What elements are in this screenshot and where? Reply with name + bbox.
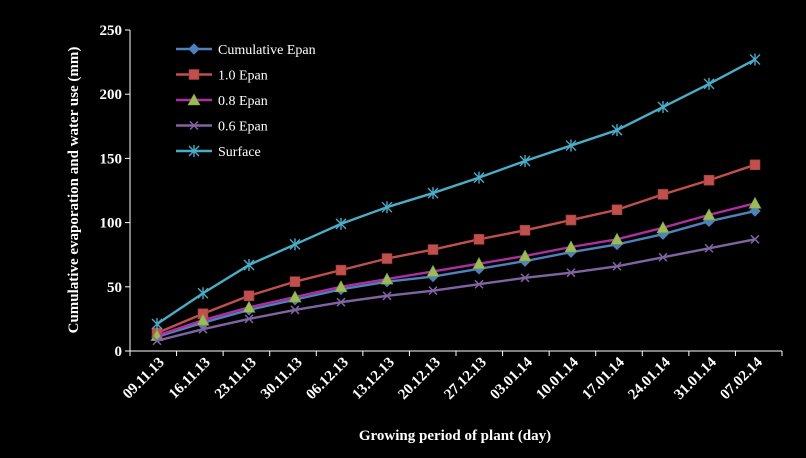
- data-point-0-6-epan: [152, 336, 162, 346]
- data-point-surface: [749, 53, 761, 66]
- data-point-0-8-epan: [472, 257, 486, 269]
- data-point-0-8-epan: [242, 300, 256, 313]
- data-point-surface: [611, 124, 623, 137]
- data-point-0-8-epan: [564, 240, 578, 253]
- data-point-1-0-epan: [749, 159, 761, 171]
- data-point-1-0-epan: [703, 174, 715, 186]
- data-point-surface: [289, 238, 301, 251]
- data-point-0-6-epan: [612, 261, 622, 271]
- y-tick-label: 250: [100, 23, 123, 39]
- data-point-0-8-epan: [748, 196, 762, 209]
- data-point-0-8-epan: [196, 313, 210, 326]
- data-point-0-6-epan: [198, 324, 208, 334]
- data-point-surface: [657, 101, 669, 114]
- data-point-0-8-epan: [380, 272, 394, 285]
- data-point-1-0-epan: [519, 225, 531, 236]
- series-line-1-0-epan: [156, 163, 756, 335]
- y-tick-label: 0: [115, 344, 123, 360]
- data-point-0-6-epan: [566, 268, 576, 278]
- data-point-0-6-epan: [428, 286, 438, 296]
- data-point-0-8-epan: [426, 264, 440, 277]
- legend-item-1-0-epan: 1.0 Epan: [176, 69, 268, 84]
- data-point-1-0-epan: [289, 276, 301, 287]
- x-axis-title: Growing period of plant (day): [359, 428, 551, 444]
- legend: Cumulative Epan 1.0 Epan 0.8 Epan 0.6 Epan S…: [176, 43, 316, 160]
- legend-marker: [188, 69, 200, 80]
- data-point-surface: [243, 258, 255, 271]
- y-tick-label: 200: [100, 87, 123, 103]
- data-point-surface: [519, 154, 531, 167]
- legend-item-0-6-epan: 0.6 Epan: [176, 120, 268, 135]
- data-point-0-8-epan: [656, 221, 670, 234]
- y-tick-label: 50: [107, 280, 122, 296]
- data-point-1-0-epan: [565, 214, 577, 226]
- series-line-cumulative-epan: [156, 209, 756, 339]
- data-point-0-8-epan: [334, 280, 348, 293]
- series-line-surface: [156, 58, 756, 326]
- data-point-surface: [381, 201, 393, 214]
- series-line-0-6-epan: [156, 238, 756, 342]
- data-point-1-0-epan: [243, 290, 255, 302]
- y-axis-title: Cumulative evaporation and water use (mm…: [66, 47, 82, 334]
- data-point-surface: [197, 287, 209, 300]
- legend-item-0-8-epan: 0.8 Epan: [176, 93, 268, 109]
- y-tick-label: 100: [100, 216, 123, 232]
- data-point-0-8-epan: [610, 232, 624, 245]
- data-point-1-0-epan: [381, 253, 393, 264]
- data-point-0-6-epan: [658, 252, 668, 262]
- data-point-0-6-epan: [474, 279, 484, 289]
- data-point-0-6-epan: [244, 314, 254, 324]
- y-tick-label: 150: [100, 151, 123, 167]
- data-point-surface: [473, 171, 485, 184]
- series-group: [150, 53, 762, 346]
- legend-marker: [187, 93, 201, 106]
- data-point-0-6-epan: [382, 291, 392, 301]
- legend-item-cumulative-epan: Cumulative Epan: [176, 43, 316, 58]
- legend-item-surface: Surface: [176, 145, 261, 160]
- data-point-0-6-epan: [750, 234, 760, 244]
- data-point-0-6-epan: [336, 297, 346, 307]
- data-point-0-8-epan: [288, 290, 302, 303]
- data-point-1-0-epan: [335, 264, 347, 276]
- data-point-1-0-epan: [611, 204, 623, 216]
- data-point-0-6-epan: [290, 305, 300, 315]
- legend-label: 1.0 Epan: [218, 69, 268, 84]
- data-point-surface: [151, 318, 163, 331]
- legend-marker: [188, 145, 200, 157]
- data-point-surface: [565, 139, 577, 152]
- data-point-1-0-epan: [473, 233, 485, 245]
- data-point-0-6-epan: [704, 243, 714, 253]
- legend-marker: [188, 43, 200, 55]
- data-point-0-6-epan: [520, 273, 530, 283]
- data-point-surface: [335, 217, 347, 230]
- legend-label: 0.6 Epan: [218, 120, 268, 135]
- series-surface: [151, 53, 761, 331]
- data-point-0-8-epan: [518, 249, 532, 262]
- legend-label: 0.8 Epan: [218, 94, 268, 109]
- data-point-surface: [427, 187, 439, 200]
- series-line-0-8-epan: [156, 202, 756, 337]
- data-point-1-0-epan: [657, 189, 669, 200]
- legend-label: Cumulative Epan: [218, 43, 316, 58]
- legend-label: Surface: [218, 145, 261, 160]
- series-0-6-epan: [152, 234, 760, 346]
- data-point-surface: [703, 77, 715, 90]
- legend-marker: [189, 120, 199, 131]
- data-point-0-8-epan: [702, 208, 716, 221]
- data-point-1-0-epan: [427, 244, 439, 255]
